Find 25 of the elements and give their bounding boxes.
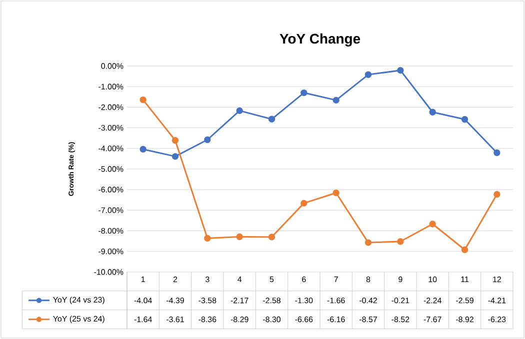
point bbox=[268, 234, 276, 240]
point bbox=[364, 71, 372, 78]
point bbox=[140, 146, 146, 153]
point bbox=[429, 108, 436, 116]
point bbox=[140, 96, 146, 104]
point bbox=[397, 66, 404, 74]
point bbox=[204, 234, 211, 242]
point bbox=[300, 200, 308, 207]
point bbox=[236, 233, 243, 240]
point bbox=[268, 116, 276, 122]
point bbox=[204, 136, 211, 144]
point bbox=[461, 246, 468, 254]
point bbox=[332, 190, 340, 196]
point bbox=[172, 137, 179, 144]
point bbox=[494, 190, 500, 198]
point bbox=[236, 107, 243, 114]
point bbox=[332, 96, 340, 104]
chart-title: YoY Change bbox=[280, 33, 360, 46]
point bbox=[429, 220, 436, 228]
point bbox=[172, 153, 179, 160]
point bbox=[300, 89, 308, 96]
point bbox=[397, 238, 404, 245]
point bbox=[494, 149, 500, 156]
point bbox=[461, 116, 468, 123]
point bbox=[364, 239, 372, 246]
